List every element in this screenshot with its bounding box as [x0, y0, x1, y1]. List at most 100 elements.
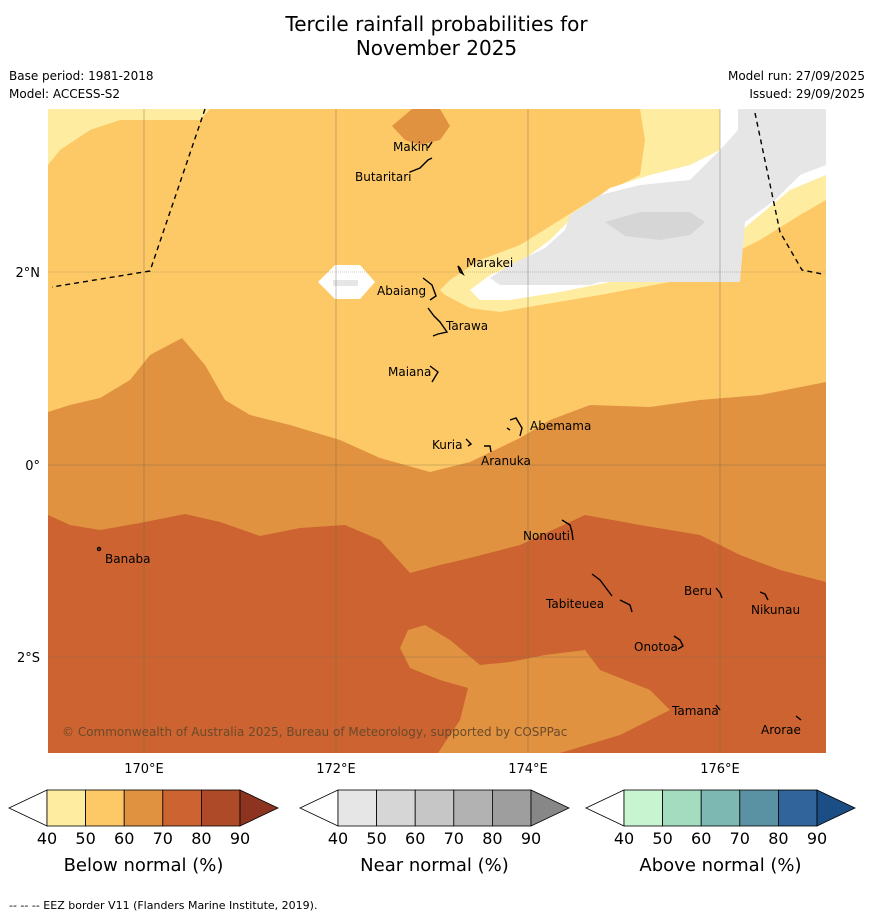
island-tarawa: [427, 307, 449, 337]
place-label: Aranuka: [481, 454, 531, 468]
legend-swatch: [414, 789, 455, 827]
map-title-line2: November 2025: [355, 36, 518, 60]
legend-tick: 90: [521, 829, 541, 848]
lon-label: 172°E: [316, 762, 356, 777]
legend-swatch: [46, 789, 86, 827]
island-abaiang: [422, 277, 437, 301]
model-run-label: Model run: 27/09/2025: [727, 69, 865, 83]
island-makin: [427, 141, 433, 149]
island-beru: [715, 587, 723, 599]
legend-tick: 60: [691, 829, 711, 848]
band-below-60-70-north: [392, 109, 450, 145]
legends: 40 50 60 70 80 90 Below normal (%) 40 50 60 70 80 90…: [8, 789, 856, 876]
eez-footnote: -- -- -- EEZ border V11 (Flanders Marine…: [9, 899, 318, 912]
legend-swatch: [778, 789, 818, 827]
legend-title: Above normal (%): [639, 855, 801, 876]
island-marakei: [457, 265, 465, 277]
band-below-70-80: [48, 514, 826, 753]
meta-right: Model run: 27/09/2025 Issued: 29/09/2025: [728, 67, 865, 103]
legend-extend-max: [816, 789, 856, 827]
legend-extend-max: [530, 789, 570, 827]
legend-tick: 80: [191, 829, 211, 848]
place-label: Marakei: [466, 256, 513, 270]
island-butaritari: [409, 157, 433, 173]
eez-borders: [51, 108, 823, 288]
legend-swatch: [123, 789, 164, 827]
place-label: Maiana: [388, 365, 431, 379]
legend-tick: 50: [366, 829, 386, 848]
legend-extend-min: [299, 789, 339, 827]
legend-extend-min: [8, 789, 48, 827]
legend-swatch: [739, 789, 779, 827]
issued-label: Issued: 29/09/2025: [749, 87, 865, 101]
legend-swatch: [700, 789, 741, 827]
legend-tick: 60: [114, 829, 134, 848]
island-tamana: [715, 704, 721, 711]
band-near-50-60: [605, 212, 705, 240]
place-label: Onotoa: [634, 640, 678, 654]
legend-tick: 80: [482, 829, 502, 848]
place-label: Tarawa: [445, 319, 488, 333]
legend-swatch: [162, 789, 202, 827]
legend-tick: 90: [807, 829, 827, 848]
gridlines: [48, 109, 826, 753]
model-label: Model: ACCESS-S2: [9, 87, 121, 101]
base-period-label: Base period: 1981-2018: [9, 69, 154, 83]
island-maiana: [429, 365, 439, 383]
place-label: Abaiang: [377, 284, 426, 298]
lat-label: 2°N: [16, 266, 41, 281]
legend-colorbar: 40 50 60 70 80 90 Above normal (%): [585, 789, 856, 876]
band-near-40-50: [490, 109, 826, 285]
legend-tick: 80: [768, 829, 788, 848]
meta-left: Base period: 1981-2018 Model: ACCESS-S2: [9, 67, 154, 103]
place-label: Beru: [684, 584, 712, 598]
place-label: Abemama: [530, 419, 591, 433]
island-abemama: [506, 417, 523, 437]
place-label: Nikunau: [751, 603, 800, 617]
islands: [96, 141, 802, 721]
legend-tick: 70: [444, 829, 464, 848]
place-label: Kuria: [432, 438, 463, 452]
legend-tick: 90: [230, 829, 250, 848]
legend-swatch: [662, 789, 702, 827]
place-label: Arorae: [761, 723, 801, 737]
legend-swatch: [337, 789, 377, 827]
island-kuria: [465, 438, 473, 447]
legend-tick: 40: [614, 829, 634, 848]
legend-tick: 40: [37, 829, 57, 848]
band-below-40-50-nw: [48, 109, 210, 165]
lon-label: 174°E: [508, 762, 548, 777]
legend-tick: 40: [328, 829, 348, 848]
lat-label: 0°: [25, 459, 40, 474]
legend-swatch: [200, 789, 241, 827]
legend-tick: 50: [75, 829, 95, 848]
lat-label: 2°S: [17, 651, 40, 666]
legend-swatch: [453, 789, 493, 827]
legend-tick: 50: [652, 829, 672, 848]
legend-swatch: [491, 789, 532, 827]
probability-field: [48, 109, 826, 753]
lon-label: 170°E: [124, 762, 164, 777]
place-labels: Makin Butaritari Marakei Abaiang Tarawa …: [105, 140, 801, 737]
island-onotoa: [673, 635, 684, 650]
axis-labels: 170°E 172°E 174°E 176°E 2°N 0° 2°S: [16, 266, 740, 777]
legend-extend-min: [585, 789, 625, 827]
legend-title: Below normal (%): [64, 855, 224, 876]
place-label: Banaba: [105, 552, 151, 566]
legend-swatch: [623, 789, 663, 827]
island-aranuka: [484, 445, 492, 453]
legend-extend-max: [239, 789, 279, 827]
place-label: Tamana: [671, 704, 719, 718]
legend-swatch: [376, 789, 416, 827]
legend-colorbar: 40 50 60 70 80 90 Below normal (%): [8, 789, 279, 876]
place-label: Butaritari: [355, 170, 412, 184]
map-title: Tercile rainfall probabilities for Novem…: [0, 12, 873, 60]
legend-swatch: [85, 789, 125, 827]
place-label: Nonouti: [523, 529, 570, 543]
legend-title: Near normal (%): [360, 855, 509, 876]
legend-colorbar: 40 50 60 70 80 90 Near normal (%): [299, 789, 570, 876]
island-tabiteuea: [591, 573, 633, 613]
island-nikunau: [759, 591, 769, 601]
band-near-west: [333, 280, 358, 286]
